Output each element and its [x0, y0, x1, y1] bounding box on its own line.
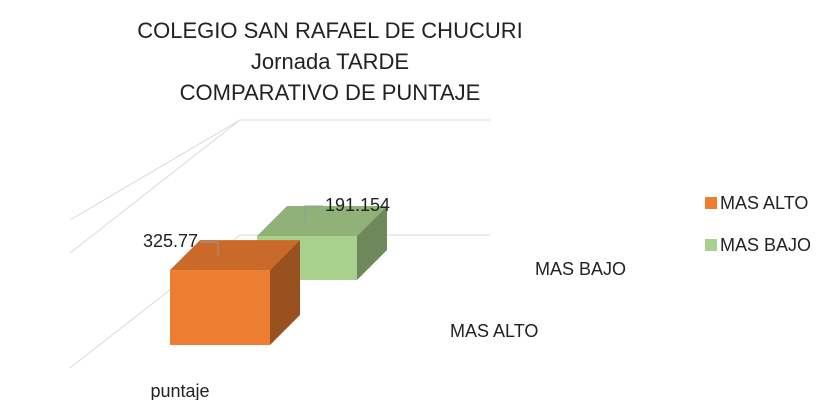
legend-label: MAS ALTO: [720, 193, 808, 213]
chart-title: COLEGIO SAN RAFAEL DE CHUCURI: [137, 18, 522, 43]
x-tick-label: puntaje: [150, 381, 209, 400]
bar-top: [170, 240, 300, 271]
grid-line: [69, 234, 490, 369]
chart-title: Jornada TARDE: [251, 49, 409, 74]
legend-swatch: [705, 239, 717, 251]
grid-line: [69, 119, 490, 221]
bar: [170, 270, 270, 345]
depth-label: MAS BAJO: [535, 259, 626, 279]
data-label: 325.77: [143, 231, 198, 251]
legend-label: MAS BAJO: [720, 235, 811, 255]
legend-swatch: [705, 197, 717, 209]
bar-side: [357, 206, 387, 280]
depth-label: MAS ALTO: [450, 321, 538, 341]
chart-title: COMPARATIVO DE PUNTAJE: [180, 80, 481, 105]
data-label: 191.154: [325, 195, 390, 215]
leader-line: [304, 205, 323, 222]
bar-top: [257, 206, 387, 237]
leader-line: [200, 241, 219, 256]
bar-side: [270, 240, 300, 345]
